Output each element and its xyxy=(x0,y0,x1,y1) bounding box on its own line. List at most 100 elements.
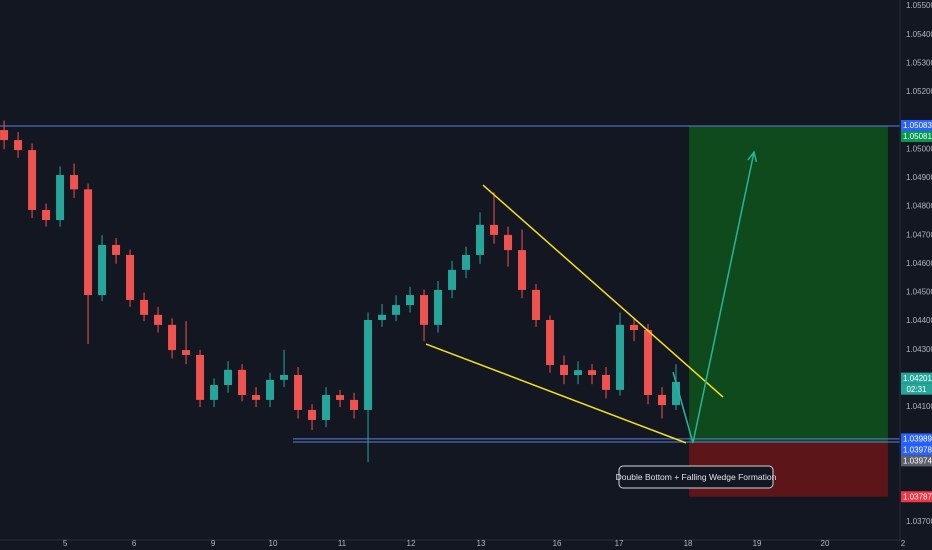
y-tick-label: 1.04800 xyxy=(906,202,932,211)
candle-body xyxy=(98,244,107,296)
candle-body xyxy=(196,354,205,400)
candle-body xyxy=(658,395,667,406)
candle-body xyxy=(350,399,359,410)
profit-zone xyxy=(689,126,888,443)
x-tick-label: 2 xyxy=(901,539,906,548)
candle-body xyxy=(406,295,415,306)
candle-body xyxy=(602,374,611,390)
candle-body xyxy=(644,330,653,396)
candle-body xyxy=(476,224,485,255)
y-tick-label: 1.04700 xyxy=(906,230,932,239)
y-tick-label: 1.04300 xyxy=(906,345,932,354)
candle-body xyxy=(364,319,373,410)
candle-body xyxy=(126,254,135,300)
price-label-box xyxy=(901,119,932,131)
candle-body xyxy=(168,324,177,351)
price-label: 1.03974 xyxy=(903,456,932,465)
candle-body xyxy=(224,369,233,386)
candle-body xyxy=(154,314,163,325)
y-tick-label: 1.04600 xyxy=(906,259,932,268)
x-tick-label: 6 xyxy=(132,539,137,548)
annotation-frame xyxy=(618,465,774,489)
candle-body xyxy=(588,370,597,375)
candle-body xyxy=(672,381,681,406)
candle-body xyxy=(252,395,261,400)
x-tick-label: 5 xyxy=(63,539,68,548)
candle-body xyxy=(322,395,331,420)
candle-body xyxy=(574,370,583,375)
candle-body xyxy=(210,385,219,400)
candle-body xyxy=(266,379,275,400)
y-tick-label: 1.03700 xyxy=(906,517,932,526)
x-tick-label: 9 xyxy=(211,539,216,548)
candle-body xyxy=(112,244,121,255)
x-tick-label: 10 xyxy=(269,539,278,548)
candle-body xyxy=(490,224,499,235)
price-label-box xyxy=(901,372,932,384)
y-tick-label: 1.04500 xyxy=(906,288,932,297)
price-label: 1.05081 xyxy=(903,132,932,141)
x-tick-label: 11 xyxy=(338,539,347,548)
wedge-line xyxy=(425,343,687,444)
y-tick-label: 1.05400 xyxy=(906,30,932,39)
candle-body xyxy=(616,324,625,390)
candle-body xyxy=(308,409,317,420)
candle-body xyxy=(532,289,541,320)
y-tick-label: 1.04100 xyxy=(906,402,932,411)
price-label-box xyxy=(901,455,932,467)
candle-body xyxy=(294,374,303,410)
candle-body xyxy=(448,269,457,290)
x-tick-label: 13 xyxy=(477,539,486,548)
y-tick-label: 1.04400 xyxy=(906,316,932,325)
price-label: 1.04201 xyxy=(903,374,932,383)
x-tick-label: 19 xyxy=(753,539,762,548)
y-tick-label: 1.05000 xyxy=(906,144,932,153)
y-tick-label: 1.04900 xyxy=(906,173,932,182)
candle-body xyxy=(182,350,191,355)
candle-body xyxy=(0,130,9,141)
candle-body xyxy=(504,234,513,251)
candle-body xyxy=(630,324,639,331)
candle-body xyxy=(434,289,443,325)
wedge-line xyxy=(482,184,724,398)
candle-body xyxy=(546,319,555,365)
candle-body xyxy=(280,374,289,380)
candle-body xyxy=(560,364,569,375)
projection-arrowhead xyxy=(747,150,758,163)
price-label: 1.05083 xyxy=(903,121,932,130)
annotation-text: Double Bottom + Falling Wedge Formation xyxy=(616,472,777,482)
candle-body xyxy=(378,314,387,320)
candle-body xyxy=(28,150,37,210)
price-label-box xyxy=(901,491,932,503)
x-tick-label: 16 xyxy=(553,539,562,548)
price-label-box xyxy=(901,130,932,142)
candle-body xyxy=(238,369,247,396)
y-tick-label: 1.05500 xyxy=(906,1,932,10)
price-label: 1.03787 xyxy=(903,492,932,501)
y-tick-label: 1.05300 xyxy=(906,58,932,67)
candle-body xyxy=(336,395,345,400)
candle-body xyxy=(42,209,51,221)
candle-body xyxy=(462,254,471,270)
projection-path xyxy=(672,151,755,444)
price-label: 1.03978 xyxy=(903,445,932,454)
candle-body xyxy=(420,295,429,325)
countdown-label: 02:31 xyxy=(906,385,927,394)
x-tick-label: 17 xyxy=(615,539,624,548)
candle-body xyxy=(392,305,401,315)
candle-body xyxy=(14,140,23,151)
plot-area xyxy=(0,120,900,497)
y-tick-label: 1.05200 xyxy=(906,87,932,96)
x-tick-label: 18 xyxy=(684,539,693,548)
annotation-box: Double Bottom + Falling Wedge Formation xyxy=(616,465,777,489)
price-label-box xyxy=(901,433,932,445)
candle-body xyxy=(70,175,79,190)
candle-body xyxy=(140,299,149,315)
x-tick-label: 12 xyxy=(407,539,416,548)
candle-body xyxy=(56,175,65,221)
price-label: 1.03989 xyxy=(903,434,932,443)
candle-body xyxy=(84,189,93,296)
price-label-box xyxy=(901,444,932,456)
candle-body xyxy=(518,250,527,290)
